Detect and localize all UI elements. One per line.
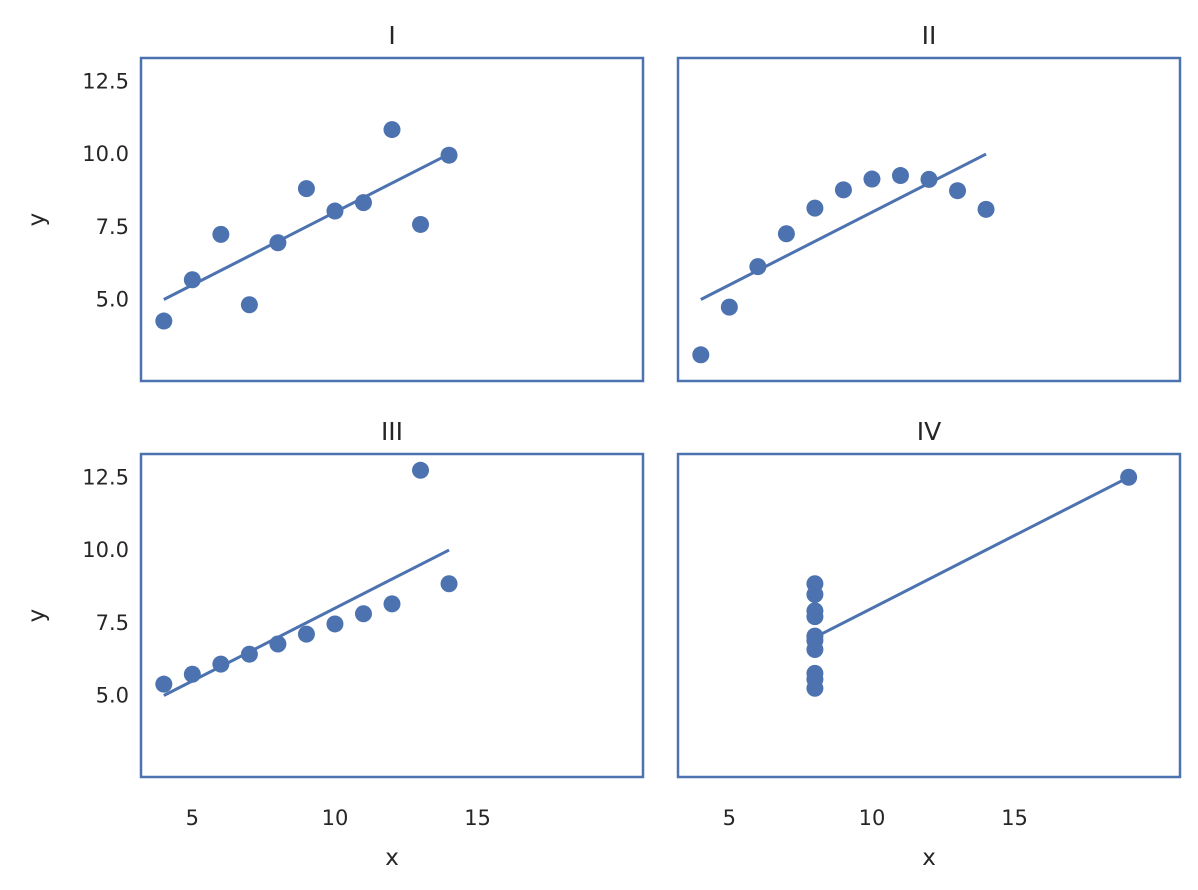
- data-point-iii-1: [326, 615, 344, 633]
- x-tick-label: 10: [859, 806, 886, 830]
- y-tick-label: 5.0: [96, 684, 129, 708]
- data-point-i-10: [240, 296, 258, 314]
- data-point-i-9: [383, 121, 401, 139]
- x-tick-label: 5: [723, 806, 736, 830]
- data-point-ii-3: [949, 182, 967, 200]
- data-point-i-7: [212, 225, 230, 243]
- data-point-i-4: [297, 180, 315, 198]
- data-point-ii-7: [749, 258, 767, 276]
- data-point-iv-9: [806, 670, 824, 688]
- x-axis-label: x: [922, 845, 936, 871]
- panel-title-iv: IV: [917, 417, 941, 446]
- panel-frame-iii: [139, 452, 645, 779]
- y-tick-label: 7.5: [96, 215, 129, 239]
- data-point-ii-9: [920, 170, 938, 188]
- data-point-iii-3: [412, 461, 430, 479]
- y-tick-label: 10.0: [82, 538, 129, 562]
- y-tick-label: 10.0: [82, 142, 129, 166]
- data-point-ii-5: [891, 167, 909, 185]
- x-tick-label: 15: [464, 806, 491, 830]
- data-point-iii-8: [155, 675, 173, 693]
- data-point-ii-6: [977, 200, 995, 218]
- y-tick-label: 7.5: [96, 611, 129, 635]
- data-point-iii-9: [383, 595, 401, 613]
- data-point-i-6: [440, 146, 458, 164]
- panel-title-iii: III: [381, 417, 403, 446]
- data-point-ii-8: [692, 346, 710, 364]
- data-point-ii-11: [720, 298, 738, 316]
- data-point-iii-7: [212, 655, 230, 673]
- data-point-i-5: [354, 194, 372, 212]
- x-axis-label: x: [385, 845, 399, 871]
- data-point-iii-2: [269, 635, 287, 653]
- data-point-iii-5: [354, 605, 372, 623]
- x-tick-label: 5: [186, 806, 199, 830]
- x-tick-label: 10: [322, 806, 349, 830]
- data-point-i-1: [326, 202, 344, 220]
- data-point-i-8: [155, 312, 173, 330]
- fit-line-i: [163, 152, 450, 301]
- data-point-ii-10: [777, 225, 795, 243]
- y-axis-label: y: [24, 213, 50, 227]
- data-point-iv-10: [806, 602, 824, 620]
- data-point-iii-10: [240, 645, 258, 663]
- data-point-i-3: [412, 215, 430, 233]
- data-point-iv-5: [806, 586, 824, 604]
- y-tick-label: 12.5: [82, 69, 129, 93]
- panel-frame-ii: [676, 56, 1182, 383]
- panel-title-ii: II: [922, 21, 937, 50]
- data-point-iv-8: [1120, 468, 1138, 486]
- fit-line-iv: [814, 475, 1130, 639]
- panel-frame-i: [139, 56, 645, 383]
- x-tick-label: 15: [1001, 806, 1028, 830]
- fit-line-ii: [700, 152, 987, 301]
- data-point-iii-4: [297, 625, 315, 643]
- data-point-iii-6: [440, 575, 458, 593]
- data-point-ii-2: [806, 199, 824, 217]
- panel-title-i: I: [388, 21, 395, 50]
- data-point-i-2: [269, 234, 287, 252]
- data-point-iv-11: [806, 632, 824, 650]
- data-point-ii-1: [863, 170, 881, 188]
- data-point-i-11: [183, 271, 201, 289]
- panel-frame-iv: [676, 452, 1182, 779]
- data-point-iii-11: [183, 665, 201, 683]
- y-tick-label: 12.5: [82, 465, 129, 489]
- fit-line-iii: [163, 548, 450, 697]
- data-point-ii-4: [834, 181, 852, 199]
- y-tick-label: 5.0: [96, 288, 129, 312]
- y-axis-label: y: [24, 609, 50, 623]
